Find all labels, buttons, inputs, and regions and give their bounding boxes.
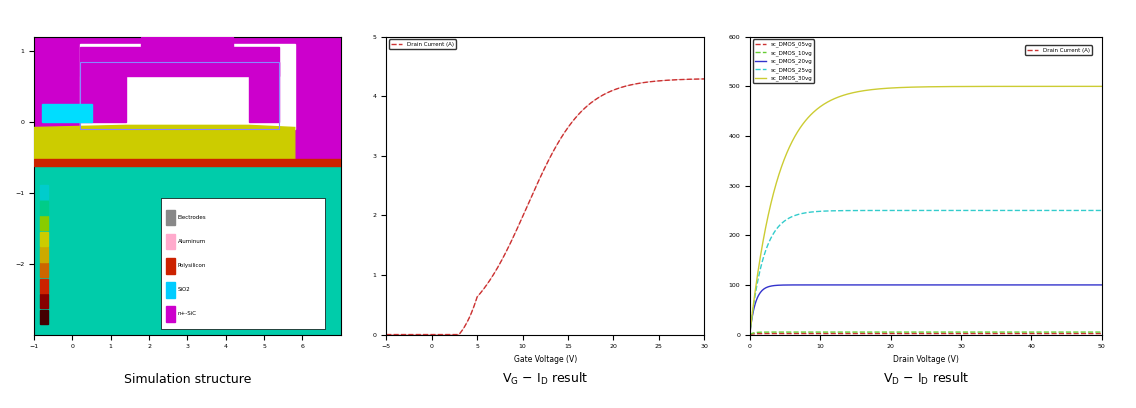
Bar — [40, 294, 48, 308]
Text: $\mathrm{V_D}$ $-$ $\mathrm{I_D}$ result: $\mathrm{V_D}$ $-$ $\mathrm{I_D}$ result — [883, 371, 969, 388]
Text: Aluminum: Aluminum — [178, 239, 206, 244]
Legend: Drain Current (A): Drain Current (A) — [389, 40, 456, 49]
Bar — [40, 263, 48, 277]
Bar — [81, 44, 295, 129]
Bar — [34, 37, 341, 122]
Bar — [166, 210, 175, 225]
Bar — [40, 310, 48, 324]
X-axis label: Drain Voltage (V): Drain Voltage (V) — [893, 355, 959, 364]
Bar — [166, 282, 175, 298]
Bar — [40, 201, 48, 215]
Text: Electrodes: Electrodes — [178, 215, 207, 220]
Text: $\mathrm{V_G}$ $-$ $\mathrm{I_D}$ result: $\mathrm{V_G}$ $-$ $\mathrm{I_D}$ result — [502, 371, 588, 388]
Bar — [249, 62, 279, 122]
Bar — [166, 306, 175, 322]
Bar — [142, 37, 234, 62]
Bar — [81, 47, 279, 76]
Bar — [40, 247, 48, 262]
Bar — [166, 258, 175, 274]
Bar — [81, 62, 126, 122]
Text: Simulation structure: Simulation structure — [124, 373, 251, 386]
Bar — [166, 234, 175, 249]
Bar — [81, 62, 279, 129]
Bar — [40, 279, 48, 293]
Bar — [34, 86, 341, 335]
Bar — [42, 104, 92, 122]
Bar — [40, 216, 48, 231]
X-axis label: Gate Voltage (V): Gate Voltage (V) — [513, 355, 577, 364]
Polygon shape — [34, 125, 295, 161]
Text: n+-SiC: n+-SiC — [178, 311, 197, 317]
Bar — [160, 198, 326, 329]
Bar — [34, 159, 341, 166]
Bar — [40, 185, 48, 199]
Bar — [40, 232, 48, 246]
Text: Polysilicon: Polysilicon — [178, 263, 207, 268]
Legend: Drain Current (A): Drain Current (A) — [1025, 45, 1092, 55]
Text: SiO2: SiO2 — [178, 287, 191, 293]
Bar — [34, 122, 341, 161]
